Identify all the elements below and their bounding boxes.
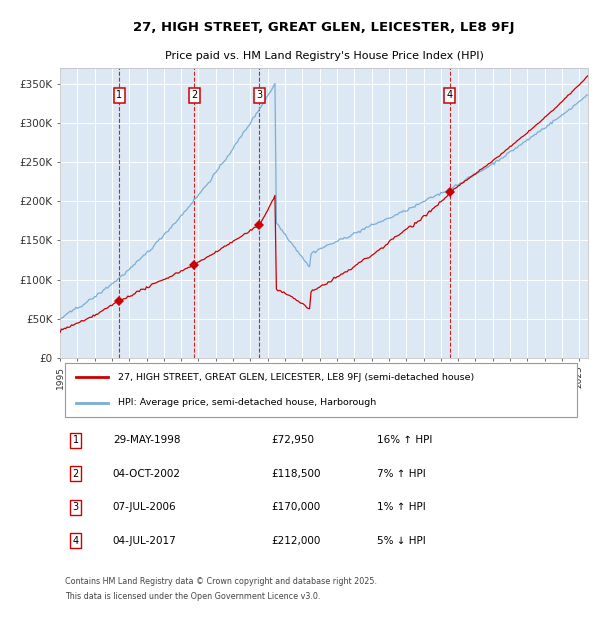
- Text: 1: 1: [73, 435, 79, 446]
- Text: 5% ↓ HPI: 5% ↓ HPI: [377, 536, 425, 546]
- Text: £170,000: £170,000: [271, 502, 320, 512]
- Text: 3: 3: [256, 91, 262, 100]
- Text: 2: 2: [191, 91, 197, 100]
- Text: Contains HM Land Registry data © Crown copyright and database right 2025.: Contains HM Land Registry data © Crown c…: [65, 577, 377, 586]
- Text: £118,500: £118,500: [271, 469, 321, 479]
- Text: 04-OCT-2002: 04-OCT-2002: [113, 469, 181, 479]
- Text: 16% ↑ HPI: 16% ↑ HPI: [377, 435, 432, 446]
- Text: 27, HIGH STREET, GREAT GLEN, LEICESTER, LE8 9FJ (semi-detached house): 27, HIGH STREET, GREAT GLEN, LEICESTER, …: [118, 373, 475, 382]
- Text: £72,950: £72,950: [271, 435, 314, 446]
- Text: 1: 1: [116, 91, 122, 100]
- Text: 4: 4: [446, 91, 453, 100]
- Text: 7% ↑ HPI: 7% ↑ HPI: [377, 469, 425, 479]
- Text: 2: 2: [73, 469, 79, 479]
- Text: HPI: Average price, semi-detached house, Harborough: HPI: Average price, semi-detached house,…: [118, 398, 376, 407]
- Text: 1% ↑ HPI: 1% ↑ HPI: [377, 502, 425, 512]
- Text: 07-JUL-2006: 07-JUL-2006: [113, 502, 176, 512]
- Text: 3: 3: [73, 502, 79, 512]
- Text: This data is licensed under the Open Government Licence v3.0.: This data is licensed under the Open Gov…: [65, 592, 320, 601]
- Text: £212,000: £212,000: [271, 536, 320, 546]
- FancyBboxPatch shape: [65, 363, 577, 417]
- Text: Price paid vs. HM Land Registry's House Price Index (HPI): Price paid vs. HM Land Registry's House …: [164, 51, 484, 61]
- Text: 27, HIGH STREET, GREAT GLEN, LEICESTER, LE8 9FJ: 27, HIGH STREET, GREAT GLEN, LEICESTER, …: [133, 21, 515, 34]
- Text: 4: 4: [73, 536, 79, 546]
- Text: 04-JUL-2017: 04-JUL-2017: [113, 536, 176, 546]
- Text: 29-MAY-1998: 29-MAY-1998: [113, 435, 181, 446]
